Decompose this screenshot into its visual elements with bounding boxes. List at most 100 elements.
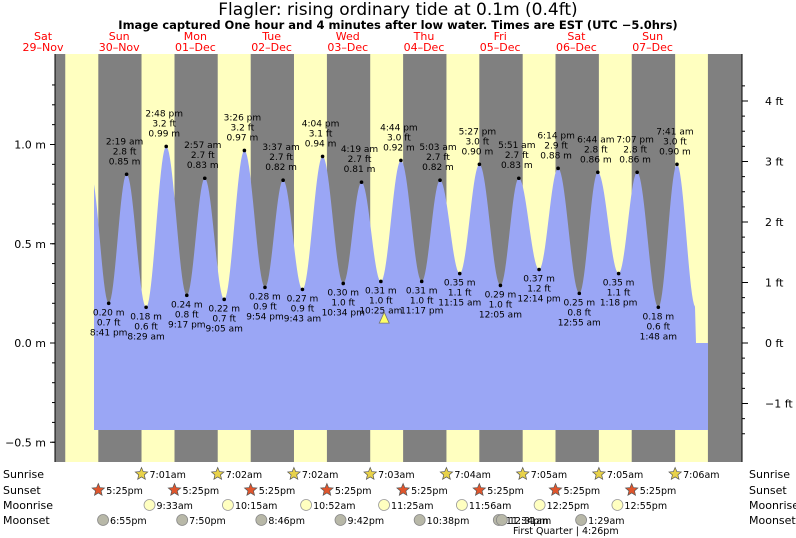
moonset-icon [495,514,508,526]
low-tide-point [457,271,462,276]
low-tide-label-line: 0.9 ft [291,304,315,314]
left-axis-label: 1.0 m [14,139,46,152]
high-tide-point [675,162,679,167]
sunset-time: 5:25pm [411,486,448,497]
low-tide-label-line: 0.25 m [563,298,595,308]
high-tide-label: 6:44 am2.8 ft0.86 m [577,135,614,165]
high-tide-label-line: 0.90 m [462,147,494,157]
moonset-icon [97,514,109,526]
day-label-dow: Mon [184,30,207,43]
moonrise-time: 10:15am [235,501,277,512]
low-tide-label-line: 10:25 am [359,306,402,316]
high-tide-point [359,180,364,185]
high-tide-label-line: 0.82 m [422,163,454,173]
day-label-dow: Sun [109,30,130,43]
low-tide-label-line: 0.9 ft [253,302,277,312]
moonrise-row-label-right: Moonrise [749,499,796,512]
day-label-dow: Sat [34,30,53,43]
high-tide-label-line: 2.8 ft [113,147,137,157]
low-tide-label-line: 1:48 am [640,332,677,342]
low-tide-label-line: 12:05 am [479,310,522,320]
high-tide-label-line: 2.7 ft [348,155,372,165]
sunset-icon [243,482,258,497]
high-tide-point [556,166,560,171]
high-tide-label: 3:26 pm3.2 ft0.97 m [224,113,262,143]
sunrise-time: 7:01am [149,470,185,481]
low-tide-point [222,297,227,302]
moonrise-time: 12:55pm [624,501,667,512]
low-tide-label-line: 12:55 am [558,318,601,328]
low-tide-point [263,285,267,290]
moonrise-icon [378,499,390,511]
high-tide-label-line: 5:03 am [419,143,456,153]
moonset-icon [413,514,426,526]
sunrise-icon [134,466,149,481]
high-tide-label-line: 0.83 m [187,161,219,171]
high-tide-label-line: 4:19 am [341,145,378,155]
moonset-icon [176,514,189,526]
low-tide-label: 0.28 m0.9 ft9:54 pm [246,292,284,322]
moonrise-icon [455,499,468,511]
low-tide-label-line: 0.7 ft [97,318,121,328]
left-axis-label: 0.5 m [14,238,46,251]
low-tide-label-line: 11:15 am [438,299,481,309]
low-tide-label: 0.24 m0.8 ft9:17 pm [168,300,206,330]
high-tide-point [516,176,521,181]
high-tide-point [596,170,600,175]
low-tide-point [498,283,503,288]
moonset-icon [575,514,588,526]
high-tide-label-line: 5:51 am [498,141,535,151]
sunrise-icon [668,466,683,481]
low-tide-label-line: 9:43 am [284,314,321,324]
current-tide-marker [378,311,390,324]
sunset-icon [167,482,182,497]
low-tide-label-line: 12:14 pm [517,295,560,305]
right-axis-label: 4 ft [765,95,784,108]
high-tide-label: 4:44 pm3.0 ft0.92 m [380,123,418,153]
sunset-time: 5:25pm [335,486,372,497]
high-tide-label-line: 7:07 pm [616,135,654,145]
high-tide-label: 3:37 am2.7 ft0.82 m [262,143,299,173]
low-tide-label-line: 0.31 m [406,286,438,296]
day-label-date: 05–Dec [480,41,521,54]
low-tide-label: 0.18 m0.6 ft1:48 am [640,312,677,342]
low-tide-label-line: 0.8 ft [175,310,199,320]
low-tide-label-line: 0.30 m [327,288,359,298]
moonrise-time: 9:33am [157,501,193,512]
low-tide-label-line: 0.6 ft [134,322,158,332]
low-tide-label-line: 0.8 ft [567,308,591,318]
night-band [55,54,66,462]
sunrise-time: 7:05am [607,470,643,481]
low-tide-label-line: 0.31 m [365,286,397,296]
low-tide-label-line: 1.0 ft [331,298,355,308]
day-label-date: 02–Dec [251,41,292,54]
moonset-time: 6:55pm [110,516,147,527]
sunrise-time: 7:02am [302,470,338,481]
low-tide-point [184,293,189,298]
low-tide-label-line: 9:54 pm [246,312,284,322]
low-tide-label-line: 11:17 pm [400,306,443,316]
sunrise-time: 7:06am [683,470,719,481]
low-tide-point [537,267,541,272]
high-tide-label: 2:57 am2.7 ft0.83 m [184,141,221,171]
low-tide-label-line: 0.6 ft [646,322,670,332]
high-tide-point [477,162,482,167]
chart-subtitle: Image captured One hour and 4 minutes af… [118,18,678,32]
low-tide-label-line: 9:05 am [206,324,243,334]
moonset-time: 9:42pm [347,516,384,527]
high-tide-label-line: 0.83 m [501,161,533,171]
high-tide-label-line: 3.2 ft [152,119,176,129]
low-tide-point [577,291,582,296]
sunrise-row-label-left: Sunrise [3,468,44,481]
day-label-date: 29–Nov [23,41,64,54]
low-tide-label-line: 1.0 ft [410,296,434,306]
low-tide-label: 0.27 m0.9 ft9:43 am [284,294,321,324]
low-tide-label: 0.18 m0.6 ft8:29 am [127,312,164,342]
low-tide-label-line: 0.22 m [208,304,240,314]
sunset-icon [319,482,334,497]
low-tide-label-line: 0.29 m [485,290,517,300]
moonrise-row-label-left: Moonrise [3,499,53,512]
low-tide-point [616,271,621,276]
